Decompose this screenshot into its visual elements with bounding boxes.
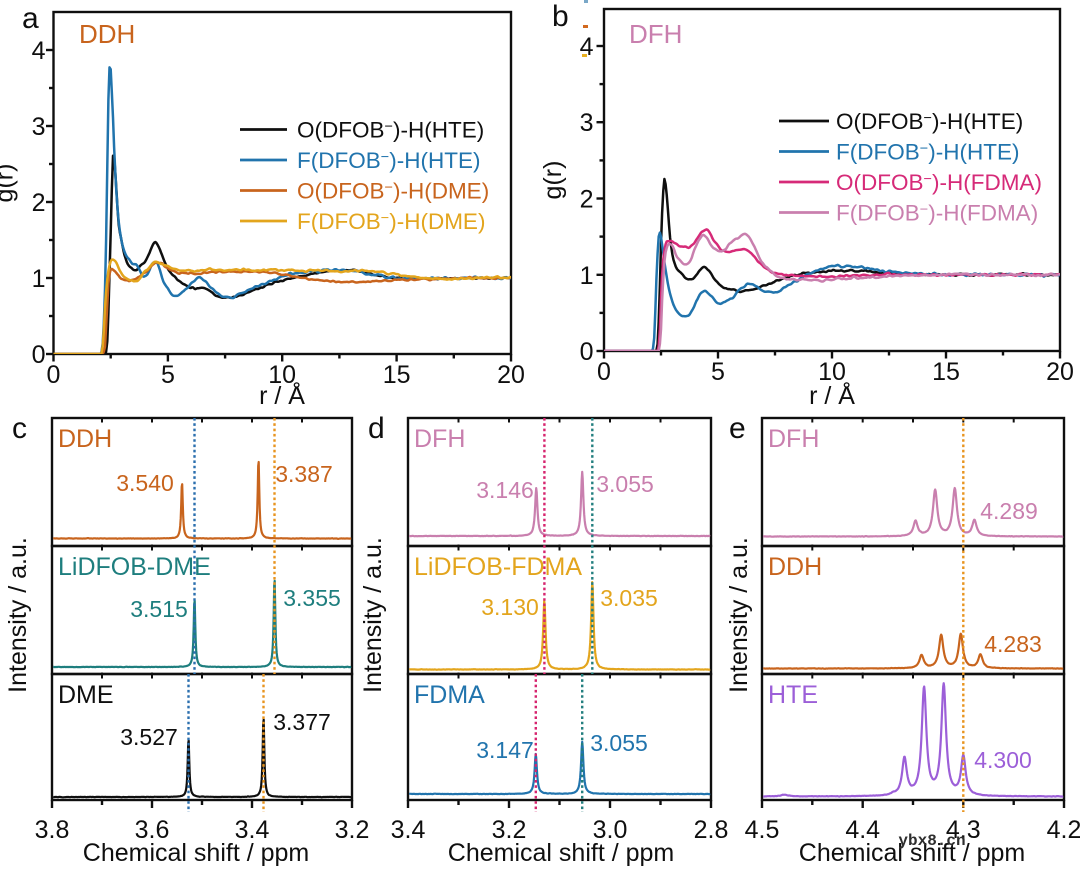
svg-text:DDH: DDH [768,553,822,581]
svg-text:3: 3 [32,113,46,141]
svg-text:O(DFOB−)-H(DME): O(DFOB−)-H(DME) [297,179,489,204]
svg-text:Chemical shift / ppm: Chemical shift / ppm [799,839,1025,867]
svg-text:3.387: 3.387 [275,461,333,487]
svg-text:2.8: 2.8 [694,816,729,844]
svg-text:r / Å: r / Å [259,380,305,410]
svg-text:0: 0 [597,358,611,386]
svg-text:0: 0 [32,341,46,369]
svg-text:4.300: 4.300 [974,747,1032,773]
svg-text:3.355: 3.355 [283,585,341,611]
svg-text:3.8: 3.8 [35,816,70,844]
svg-text:Intensity / a.u.: Intensity / a.u. [4,537,32,693]
svg-text:4.3: 4.3 [946,816,981,844]
svg-text:e: e [729,412,746,445]
svg-text:3.2: 3.2 [335,816,370,844]
svg-text:4: 4 [32,37,46,65]
svg-text:20: 20 [497,361,525,389]
svg-text:DDH: DDH [58,425,112,453]
svg-text:2: 2 [32,189,46,217]
svg-text:1: 1 [580,262,594,290]
svg-text:ybx8.cn: ybx8.cn [898,832,965,850]
svg-text:4.283: 4.283 [984,631,1042,657]
svg-text:d: d [368,412,385,445]
svg-text:F(DFOB−)-H(HTE): F(DFOB−)-H(HTE) [836,140,1019,165]
svg-text:3.4: 3.4 [391,816,426,844]
svg-text:15: 15 [932,358,960,386]
svg-text:LiDFOB-FDMA: LiDFOB-FDMA [414,553,582,581]
svg-text:4.5: 4.5 [745,816,780,844]
svg-text:O(DFOB−)-H(HTE): O(DFOB−)-H(HTE) [836,109,1023,134]
svg-text:Chemical shift / ppm: Chemical shift / ppm [83,839,309,867]
svg-text:4.4: 4.4 [845,816,880,844]
svg-text:DFH: DFH [768,425,819,453]
svg-text:20: 20 [1046,358,1074,386]
svg-text:HTE: HTE [768,681,818,709]
svg-text:r / Å: r / Å [809,380,855,410]
svg-text:3.035: 3.035 [600,585,658,611]
svg-text:DFH: DFH [629,19,682,49]
svg-text:3.6: 3.6 [135,816,170,844]
svg-text:0: 0 [580,338,594,366]
svg-text:3.130: 3.130 [481,594,539,620]
svg-text:O(DFOB−)-H(HTE): O(DFOB−)-H(HTE) [297,118,484,143]
svg-text:F(DFOB−)-H(DME): F(DFOB−)-H(DME) [297,209,485,234]
svg-text:3.527: 3.527 [120,724,178,750]
svg-text:b: b [552,0,569,33]
svg-text:10: 10 [268,361,296,389]
svg-text:Intensity / a.u.: Intensity / a.u. [359,537,387,693]
svg-text:10: 10 [818,358,846,386]
svg-text:0: 0 [47,361,61,389]
svg-text:5: 5 [161,361,175,389]
svg-text:5: 5 [711,358,725,386]
svg-text:FDMA: FDMA [414,681,485,709]
svg-text:LiDFOB-DME: LiDFOB-DME [58,553,211,581]
svg-text:15: 15 [383,361,411,389]
svg-text:Chemical shift / ppm: Chemical shift / ppm [448,839,674,867]
svg-text:3.0: 3.0 [593,816,628,844]
svg-text:DME: DME [58,681,114,709]
svg-text:3.377: 3.377 [273,709,331,735]
svg-text:3.4: 3.4 [235,816,270,844]
svg-text:1: 1 [32,265,46,293]
svg-text:g(r): g(r) [0,164,19,203]
svg-text:DDH: DDH [79,19,135,49]
svg-text:DFH: DFH [414,425,465,453]
svg-text:3.146: 3.146 [476,477,534,503]
svg-text:c: c [12,412,27,445]
svg-text:3.2: 3.2 [492,816,527,844]
svg-text:F(DFOB−)-H(FDMA): F(DFOB−)-H(FDMA) [836,201,1038,226]
svg-text:4.2: 4.2 [1047,816,1080,844]
svg-text:3: 3 [580,109,594,137]
svg-text:3.540: 3.540 [116,470,174,496]
svg-text:F(DFOB−)-H(HTE): F(DFOB−)-H(HTE) [297,148,480,173]
svg-text:a: a [22,2,39,35]
svg-text:Intensity / a.u.: Intensity / a.u. [725,537,753,693]
svg-text:3.515: 3.515 [130,596,188,622]
svg-text:3.055: 3.055 [590,730,648,756]
svg-text:g(r): g(r) [539,161,567,200]
svg-text:3.147: 3.147 [476,737,534,763]
svg-text:2: 2 [580,186,594,214]
svg-text:O(DFOB−)-H(FDMA): O(DFOB−)-H(FDMA) [836,170,1042,195]
svg-text:3.055: 3.055 [596,471,654,497]
svg-text:4.289: 4.289 [980,498,1038,524]
